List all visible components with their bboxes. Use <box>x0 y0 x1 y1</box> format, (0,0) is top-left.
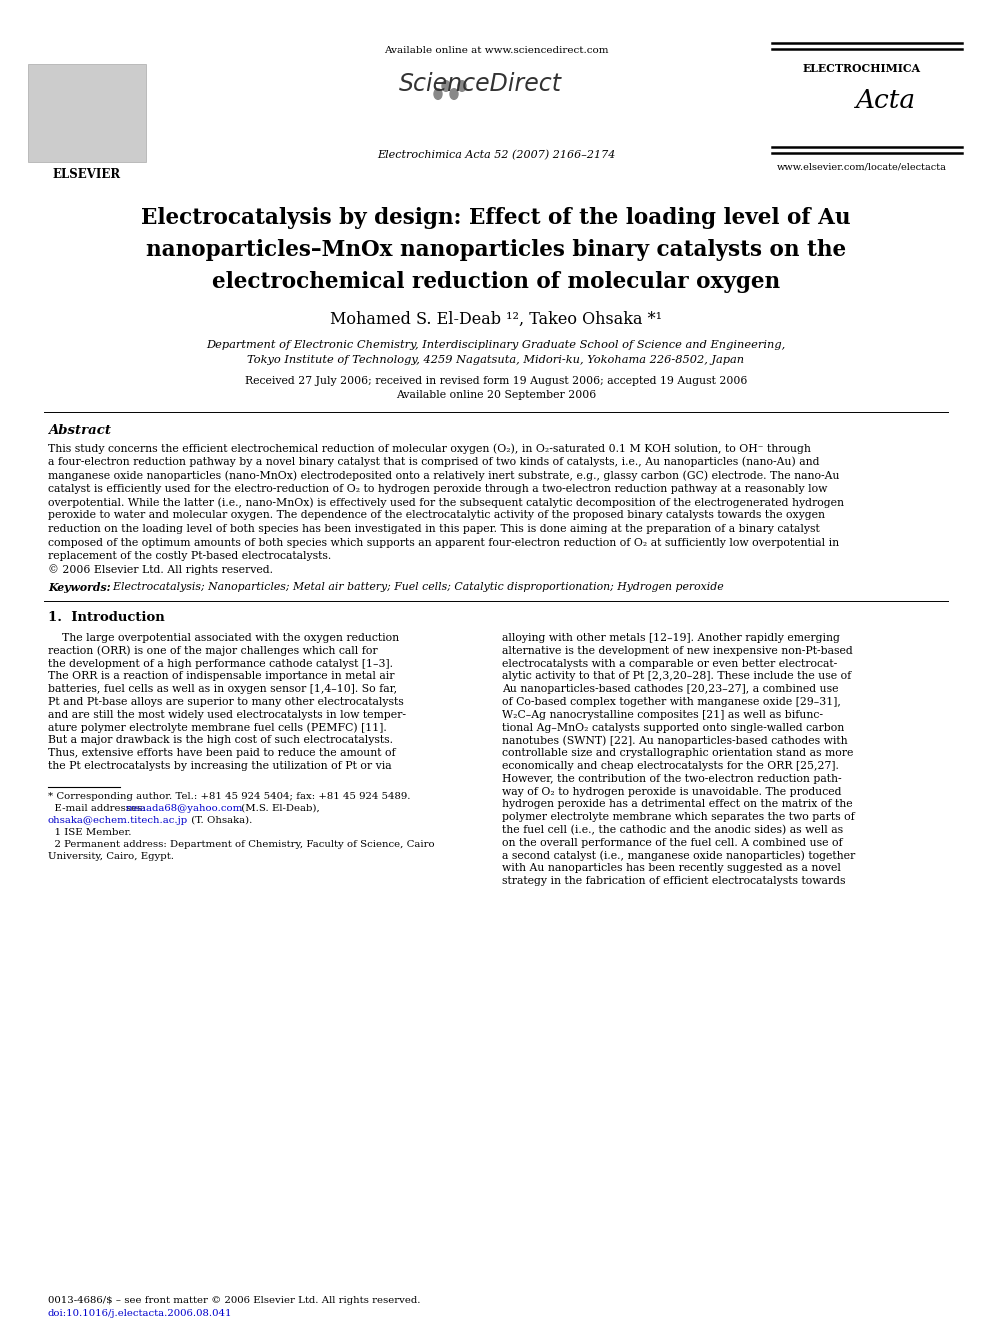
Text: ohsaka@echem.titech.ac.jp: ohsaka@echem.titech.ac.jp <box>48 816 188 824</box>
Text: Department of Electronic Chemistry, Interdisciplinary Graduate School of Science: Department of Electronic Chemistry, Inte… <box>206 340 786 351</box>
Text: a second catalyst (i.e., manganese oxide nanoparticles) together: a second catalyst (i.e., manganese oxide… <box>502 851 855 861</box>
Text: ScienceDirect: ScienceDirect <box>399 71 561 97</box>
Text: reduction on the loading level of both species has been investigated in this pap: reduction on the loading level of both s… <box>48 524 819 534</box>
Text: Electrocatalysis; Nanoparticles; Metal air battery; Fuel cells; Catalytic dispro: Electrocatalysis; Nanoparticles; Metal a… <box>106 582 723 591</box>
Text: batteries, fuel cells as well as in oxygen sensor [1,4–10]. So far,: batteries, fuel cells as well as in oxyg… <box>48 684 397 695</box>
Text: with Au nanoparticles has been recently suggested as a novel: with Au nanoparticles has been recently … <box>502 864 841 873</box>
Text: However, the contribution of the two-electron reduction path-: However, the contribution of the two-ele… <box>502 774 841 783</box>
Text: University, Cairo, Egypt.: University, Cairo, Egypt. <box>48 852 174 861</box>
Text: Available online 20 September 2006: Available online 20 September 2006 <box>396 390 596 400</box>
Text: 2 Permanent address: Department of Chemistry, Faculty of Science, Cairo: 2 Permanent address: Department of Chemi… <box>48 840 434 849</box>
Text: * Corresponding author. Tel.: +81 45 924 5404; fax: +81 45 924 5489.: * Corresponding author. Tel.: +81 45 924… <box>48 791 411 800</box>
Text: alytic activity to that of Pt [2,3,20–28]. These include the use of: alytic activity to that of Pt [2,3,20–28… <box>502 671 851 681</box>
Text: ature polymer electrolyte membrane fuel cells (PEMFC) [11].: ature polymer electrolyte membrane fuel … <box>48 722 387 733</box>
Text: This study concerns the efficient electrochemical reduction of molecular oxygen : This study concerns the efficient electr… <box>48 443 810 454</box>
Text: © 2006 Elsevier Ltd. All rights reserved.: © 2006 Elsevier Ltd. All rights reserved… <box>48 565 273 576</box>
Text: Abstract: Abstract <box>48 423 111 437</box>
Text: alternative is the development of new inexpensive non-Pt-based: alternative is the development of new in… <box>502 646 853 656</box>
Text: Thus, extensive efforts have been paid to reduce the amount of: Thus, extensive efforts have been paid t… <box>48 749 396 758</box>
Text: controllable size and crystallographic orientation stand as more: controllable size and crystallographic o… <box>502 749 853 758</box>
Text: The large overpotential associated with the oxygen reduction: The large overpotential associated with … <box>48 632 399 643</box>
Text: Keywords:: Keywords: <box>48 582 111 593</box>
Text: 0013-4686/$ – see front matter © 2006 Elsevier Ltd. All rights reserved.: 0013-4686/$ – see front matter © 2006 El… <box>48 1297 421 1304</box>
Text: (M.S. El-Deab),: (M.S. El-Deab), <box>238 804 319 812</box>
Circle shape <box>434 89 442 99</box>
Text: ELSEVIER: ELSEVIER <box>53 168 121 181</box>
Text: 1 ISE Member.: 1 ISE Member. <box>48 828 132 837</box>
Text: alloying with other metals [12–19]. Another rapidly emerging: alloying with other metals [12–19]. Anot… <box>502 632 840 643</box>
Text: and are still the most widely used electrocatalysts in low temper-: and are still the most widely used elect… <box>48 710 406 720</box>
Text: a four-electron reduction pathway by a novel binary catalyst that is comprised o: a four-electron reduction pathway by a n… <box>48 456 819 467</box>
Text: the development of a high performance cathode catalyst [1–3].: the development of a high performance ca… <box>48 659 393 668</box>
Text: overpotential. While the latter (i.e., nano-MnOx) is effectively used for the su: overpotential. While the latter (i.e., n… <box>48 497 844 508</box>
Text: doi:10.1016/j.electacta.2006.08.041: doi:10.1016/j.electacta.2006.08.041 <box>48 1308 232 1318</box>
Text: 1.  Introduction: 1. Introduction <box>48 611 165 624</box>
Bar <box>28 64 146 161</box>
Text: Received 27 July 2006; received in revised form 19 August 2006; accepted 19 Augu: Received 27 July 2006; received in revis… <box>245 376 747 386</box>
Text: Available online at www.sciencedirect.com: Available online at www.sciencedirect.co… <box>384 46 608 56</box>
Text: peroxide to water and molecular oxygen. The dependence of the electrocatalytic a: peroxide to water and molecular oxygen. … <box>48 511 825 520</box>
Text: Electrocatalysis by design: Effect of the loading level of Au: Electrocatalysis by design: Effect of th… <box>141 206 851 229</box>
Text: W₂C–Ag nanocrystalline composites [21] as well as bifunc-: W₂C–Ag nanocrystalline composites [21] a… <box>502 710 823 720</box>
Text: polymer electrolyte membrane which separates the two parts of: polymer electrolyte membrane which separ… <box>502 812 855 822</box>
Text: strategy in the fabrication of efficient electrocatalysts towards: strategy in the fabrication of efficient… <box>502 876 845 886</box>
Text: Acta: Acta <box>855 89 915 112</box>
Text: msaada68@yahoo.com: msaada68@yahoo.com <box>126 804 243 812</box>
Text: way of O₂ to hydrogen peroxide is unavoidable. The produced: way of O₂ to hydrogen peroxide is unavoi… <box>502 787 841 796</box>
Text: But a major drawback is the high cost of such electrocatalysts.: But a major drawback is the high cost of… <box>48 736 393 745</box>
Text: nanoparticles–MnOx nanoparticles binary catalysts on the: nanoparticles–MnOx nanoparticles binary … <box>146 239 846 261</box>
Text: of Co-based complex together with manganese oxide [29–31],: of Co-based complex together with mangan… <box>502 697 841 706</box>
Text: hydrogen peroxide has a detrimental effect on the matrix of the: hydrogen peroxide has a detrimental effe… <box>502 799 853 810</box>
Circle shape <box>442 81 450 91</box>
Text: The ORR is a reaction of indispensable importance in metal air: The ORR is a reaction of indispensable i… <box>48 671 395 681</box>
Circle shape <box>450 89 458 99</box>
Text: reaction (ORR) is one of the major challenges which call for: reaction (ORR) is one of the major chall… <box>48 646 378 656</box>
Text: Electrochimica Acta 52 (2007) 2166–2174: Electrochimica Acta 52 (2007) 2166–2174 <box>377 149 615 160</box>
Text: Au nanoparticles-based cathodes [20,23–27], a combined use: Au nanoparticles-based cathodes [20,23–2… <box>502 684 838 695</box>
Text: electrochemical reduction of molecular oxygen: electrochemical reduction of molecular o… <box>212 271 780 292</box>
Text: Pt and Pt-base alloys are superior to many other electrocatalysts: Pt and Pt-base alloys are superior to ma… <box>48 697 404 706</box>
Text: composed of the optimum amounts of both species which supports an apparent four-: composed of the optimum amounts of both … <box>48 537 839 548</box>
Circle shape <box>458 81 466 91</box>
Text: E-mail addresses:: E-mail addresses: <box>48 804 149 812</box>
Text: nanotubes (SWNT) [22]. Au nanoparticles-based cathodes with: nanotubes (SWNT) [22]. Au nanoparticles-… <box>502 736 847 746</box>
Text: www.elsevier.com/locate/electacta: www.elsevier.com/locate/electacta <box>777 161 947 171</box>
Text: Tokyo Institute of Technology, 4259 Nagatsuta, Midori-ku, Yokohama 226-8502, Jap: Tokyo Institute of Technology, 4259 Naga… <box>247 355 745 365</box>
Text: the fuel cell (i.e., the cathodic and the anodic sides) as well as: the fuel cell (i.e., the cathodic and th… <box>502 826 843 835</box>
Text: manganese oxide nanoparticles (nano-MnOx) electrodeposited onto a relatively ine: manganese oxide nanoparticles (nano-MnOx… <box>48 470 839 480</box>
Text: ELECTROCHIMICA: ELECTROCHIMICA <box>803 64 921 74</box>
Text: replacement of the costly Pt-based electrocatalysts.: replacement of the costly Pt-based elect… <box>48 550 331 561</box>
Text: electrocatalysts with a comparable or even better electrocat-: electrocatalysts with a comparable or ev… <box>502 659 837 668</box>
Text: catalyst is efficiently used for the electro-reduction of O₂ to hydrogen peroxid: catalyst is efficiently used for the ele… <box>48 483 827 493</box>
Text: Mohamed S. El-Deab ¹², Takeo Ohsaka *¹: Mohamed S. El-Deab ¹², Takeo Ohsaka *¹ <box>330 311 662 328</box>
Text: (T. Ohsaka).: (T. Ohsaka). <box>188 816 252 824</box>
Text: tional Ag–MnO₂ catalysts supported onto single-walled carbon: tional Ag–MnO₂ catalysts supported onto … <box>502 722 844 733</box>
Text: the Pt electrocatalysts by increasing the utilization of Pt or via: the Pt electrocatalysts by increasing th… <box>48 761 392 771</box>
Text: economically and cheap electrocatalysts for the ORR [25,27].: economically and cheap electrocatalysts … <box>502 761 839 771</box>
Text: on the overall performance of the fuel cell. A combined use of: on the overall performance of the fuel c… <box>502 837 842 848</box>
